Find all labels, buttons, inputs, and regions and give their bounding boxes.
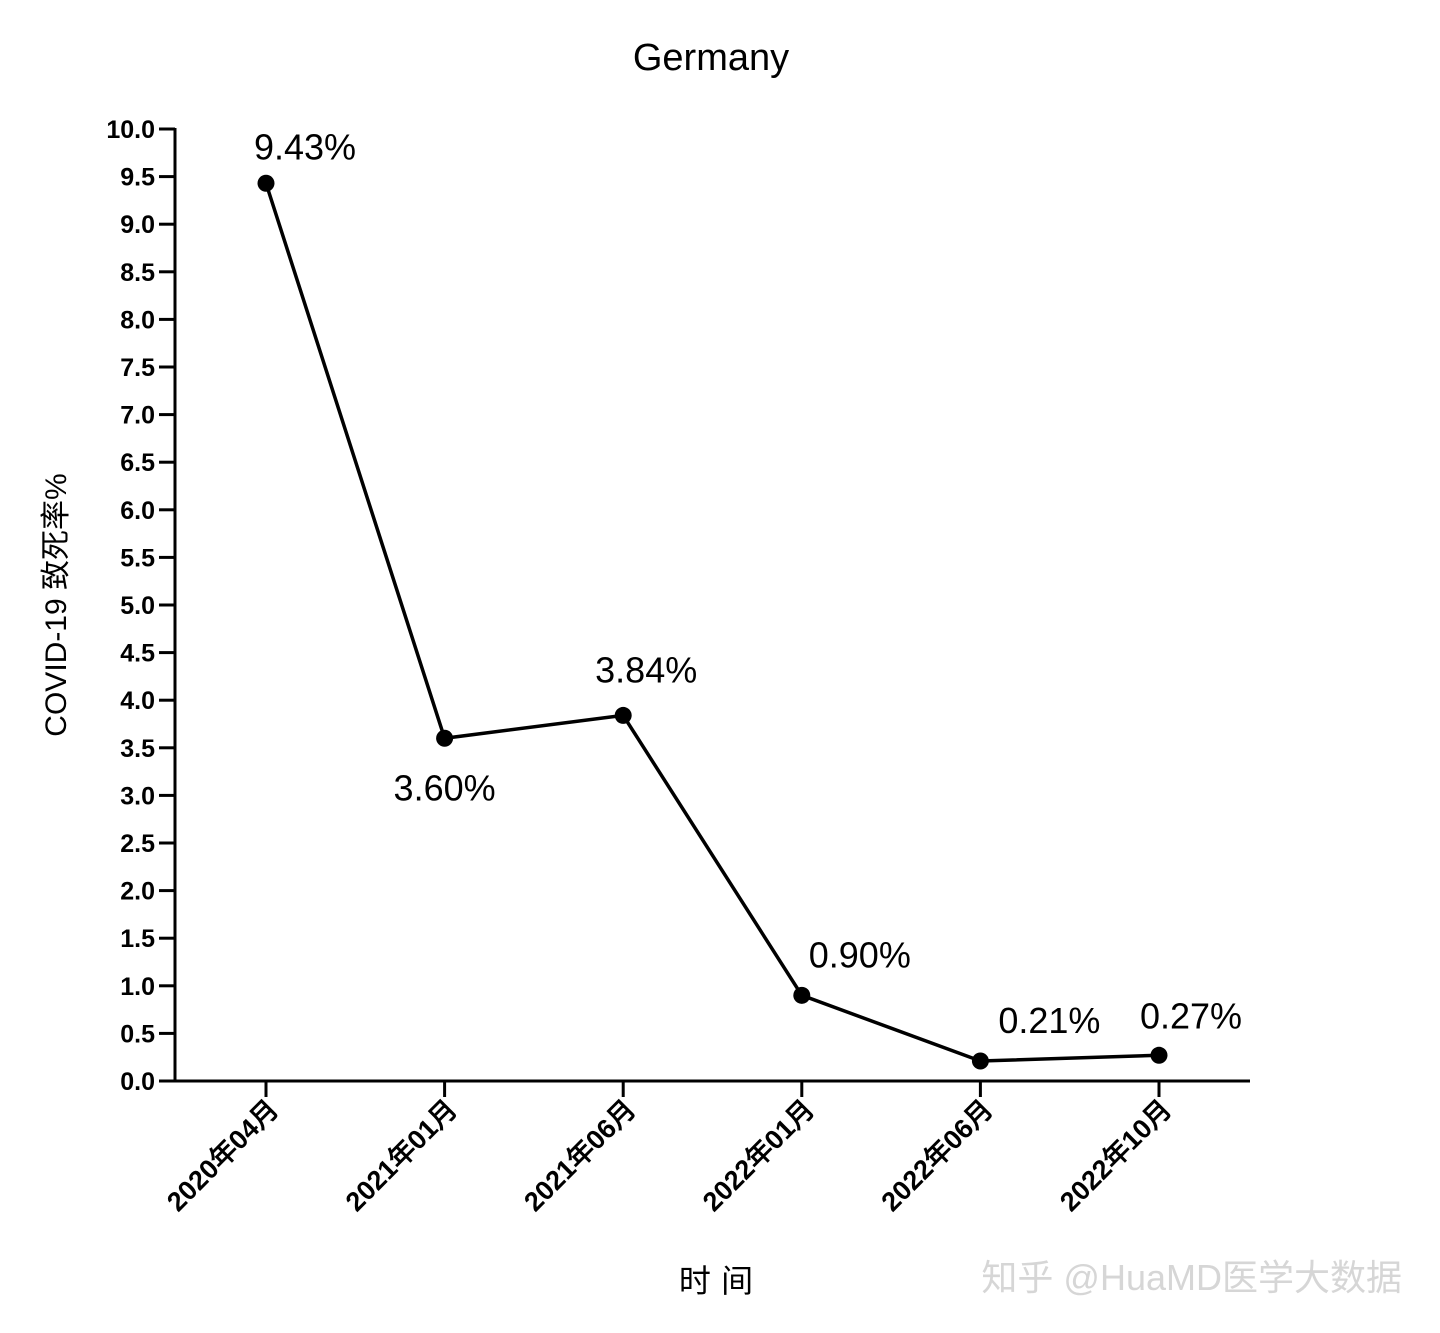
y-tick-label: 6.0 bbox=[120, 497, 155, 525]
x-tick-label: 2020年04月 bbox=[160, 1093, 284, 1217]
data-point bbox=[793, 986, 811, 1004]
x-tick-label: 2021年01月 bbox=[339, 1093, 463, 1217]
y-tick-label: 8.5 bbox=[120, 259, 155, 287]
y-tick-label: 5.5 bbox=[120, 544, 155, 572]
watermark: 知乎 @HuaMD医学大数据 bbox=[981, 1257, 1402, 1298]
y-tick-label: 7.0 bbox=[120, 402, 155, 430]
y-tick-label: 1.5 bbox=[120, 925, 155, 953]
x-tick-label: 2022年06月 bbox=[875, 1093, 999, 1217]
data-labels: 9.43% 3.60% 3.84% 0.90% 0.21% 0.27% bbox=[254, 126, 1242, 1041]
x-tick-label: 2021年06月 bbox=[518, 1093, 642, 1217]
y-tick-label: 3.5 bbox=[120, 735, 155, 763]
y-tick-label: 9.0 bbox=[120, 211, 155, 239]
y-tick-label: 8.0 bbox=[120, 306, 155, 334]
data-label: 9.43% bbox=[254, 126, 356, 167]
data-point bbox=[1150, 1046, 1168, 1064]
y-axis-title: COVID-19 致死率% bbox=[40, 473, 73, 736]
x-axis-title: 时 间 bbox=[679, 1262, 753, 1300]
y-tick-label: 10.0 bbox=[106, 116, 155, 144]
data-point bbox=[971, 1052, 989, 1070]
y-tick-label: 2.5 bbox=[120, 830, 155, 858]
y-tick-label: 4.5 bbox=[120, 640, 155, 668]
data-label: 3.60% bbox=[394, 767, 496, 808]
data-point bbox=[614, 706, 632, 724]
y-tick-label: 0.0 bbox=[120, 1068, 155, 1096]
series-line bbox=[264, 182, 1160, 1063]
y-axis: 0.0 0.5 1.0 1.5 2.0 2.5 3.0 3.5 4.0 4.5 5.0 5.5 6.0 6… bbox=[106, 116, 177, 1096]
series-layer bbox=[257, 174, 1168, 1070]
y-tick-label: 3.0 bbox=[120, 782, 155, 810]
y-tick-label: 9.5 bbox=[120, 164, 155, 192]
data-point bbox=[257, 174, 275, 192]
y-tick-label: 1.0 bbox=[120, 973, 155, 1001]
y-tick-label: 0.5 bbox=[120, 1020, 155, 1048]
data-label: 0.90% bbox=[809, 934, 911, 975]
data-label: 0.27% bbox=[1140, 995, 1242, 1036]
x-tick-label: 2022年10月 bbox=[1053, 1093, 1177, 1217]
y-tick-label: 6.5 bbox=[120, 449, 155, 477]
y-tick-label: 5.0 bbox=[120, 592, 155, 620]
x-axis: 2020年04月 2021年01月 2021年06月 2022年01月 2022年06月… bbox=[160, 1079, 1250, 1217]
chart-title: Germany bbox=[633, 37, 789, 79]
x-tick-label: 2022年01月 bbox=[696, 1093, 820, 1217]
data-label: 0.21% bbox=[998, 1000, 1100, 1041]
y-tick-label: 7.5 bbox=[120, 354, 155, 382]
y-tick-label: 4.0 bbox=[120, 687, 155, 715]
data-label: 3.84% bbox=[595, 649, 697, 690]
y-tick-label: 2.0 bbox=[120, 878, 155, 906]
data-point bbox=[436, 729, 454, 747]
